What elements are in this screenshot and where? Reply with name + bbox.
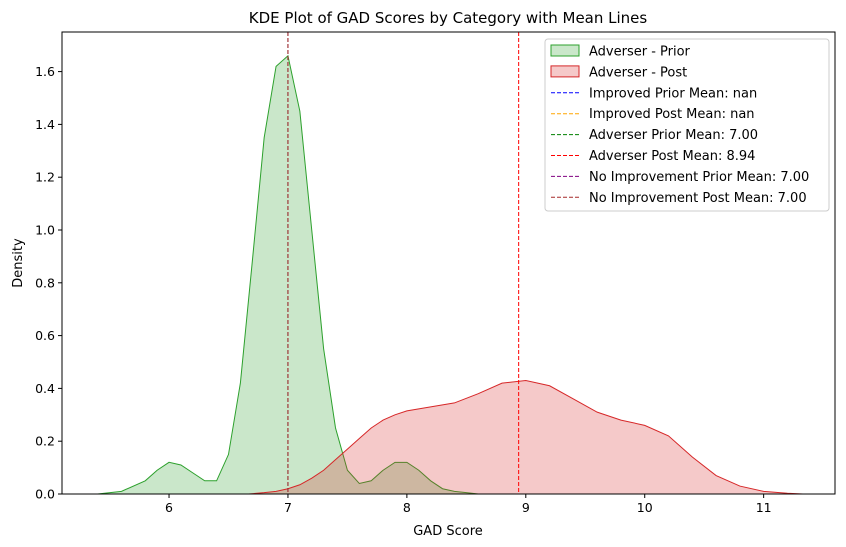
legend-label-0: Adverser - Prior	[589, 45, 691, 60]
legend-label-6: No Improvement Prior Mean: 7.00	[589, 170, 809, 185]
y-tick-label-8: 1.6	[35, 64, 55, 79]
y-axis-label: Density	[11, 238, 26, 288]
series-area-1	[248, 380, 803, 494]
x-tick-label-1: 7	[284, 500, 292, 515]
x-tick-label-3: 9	[522, 500, 530, 515]
legend: Adverser - Prior Adverser - Post Improved …	[544, 38, 830, 212]
y-tick-label-6: 1.2	[35, 170, 55, 185]
y-tick-label-3: 0.6	[35, 328, 55, 343]
series-line-0	[97, 54, 479, 495]
axes-frame	[61, 31, 836, 495]
legend-box	[544, 38, 830, 212]
chart-title: KDE Plot of GAD Scores by Category with …	[249, 9, 648, 27]
legend-swatch-0	[550, 44, 580, 57]
legend-label-3: Improved Post Mean: nan	[589, 107, 755, 122]
y-tick-label-1: 0.2	[35, 434, 55, 449]
y-tick-label-0: 0.0	[35, 487, 55, 502]
x-tick-label-5: 11	[756, 500, 772, 515]
plot-area	[61, 31, 836, 495]
legend-label-2: Improved Prior Mean: nan	[589, 86, 757, 101]
x-tick-label-0: 6	[165, 500, 173, 515]
y-tick-label-2: 0.4	[35, 381, 55, 396]
legend-label-7: No Improvement Post Mean: 7.00	[589, 191, 807, 206]
legend-label-5: Adverser Post Mean: 8.94	[589, 149, 755, 164]
y-tick-label-4: 0.8	[35, 275, 55, 290]
legend-swatch-1	[550, 65, 580, 78]
x-tick-label-2: 8	[403, 500, 411, 515]
y-tick-label-7: 1.4	[35, 117, 55, 132]
x-axis-label: GAD Score	[413, 524, 483, 539]
legend-items: Adverser - Prior Adverser - Post Improved …	[550, 44, 809, 206]
x-axis-ticks: 6 7 8 9 10 11	[165, 494, 772, 515]
legend-label-4: Adverser Prior Mean: 7.00	[589, 128, 758, 143]
y-axis-ticks: 0.0 0.2 0.4 0.6 0.8 1.0 1.2 1.4 1.6	[35, 64, 62, 502]
mean-lines	[287, 32, 520, 494]
x-tick-label-4: 10	[637, 500, 653, 515]
y-tick-label-5: 1.0	[35, 223, 55, 238]
legend-label-1: Adverser - Post	[589, 65, 687, 80]
series-line-1	[248, 379, 803, 495]
